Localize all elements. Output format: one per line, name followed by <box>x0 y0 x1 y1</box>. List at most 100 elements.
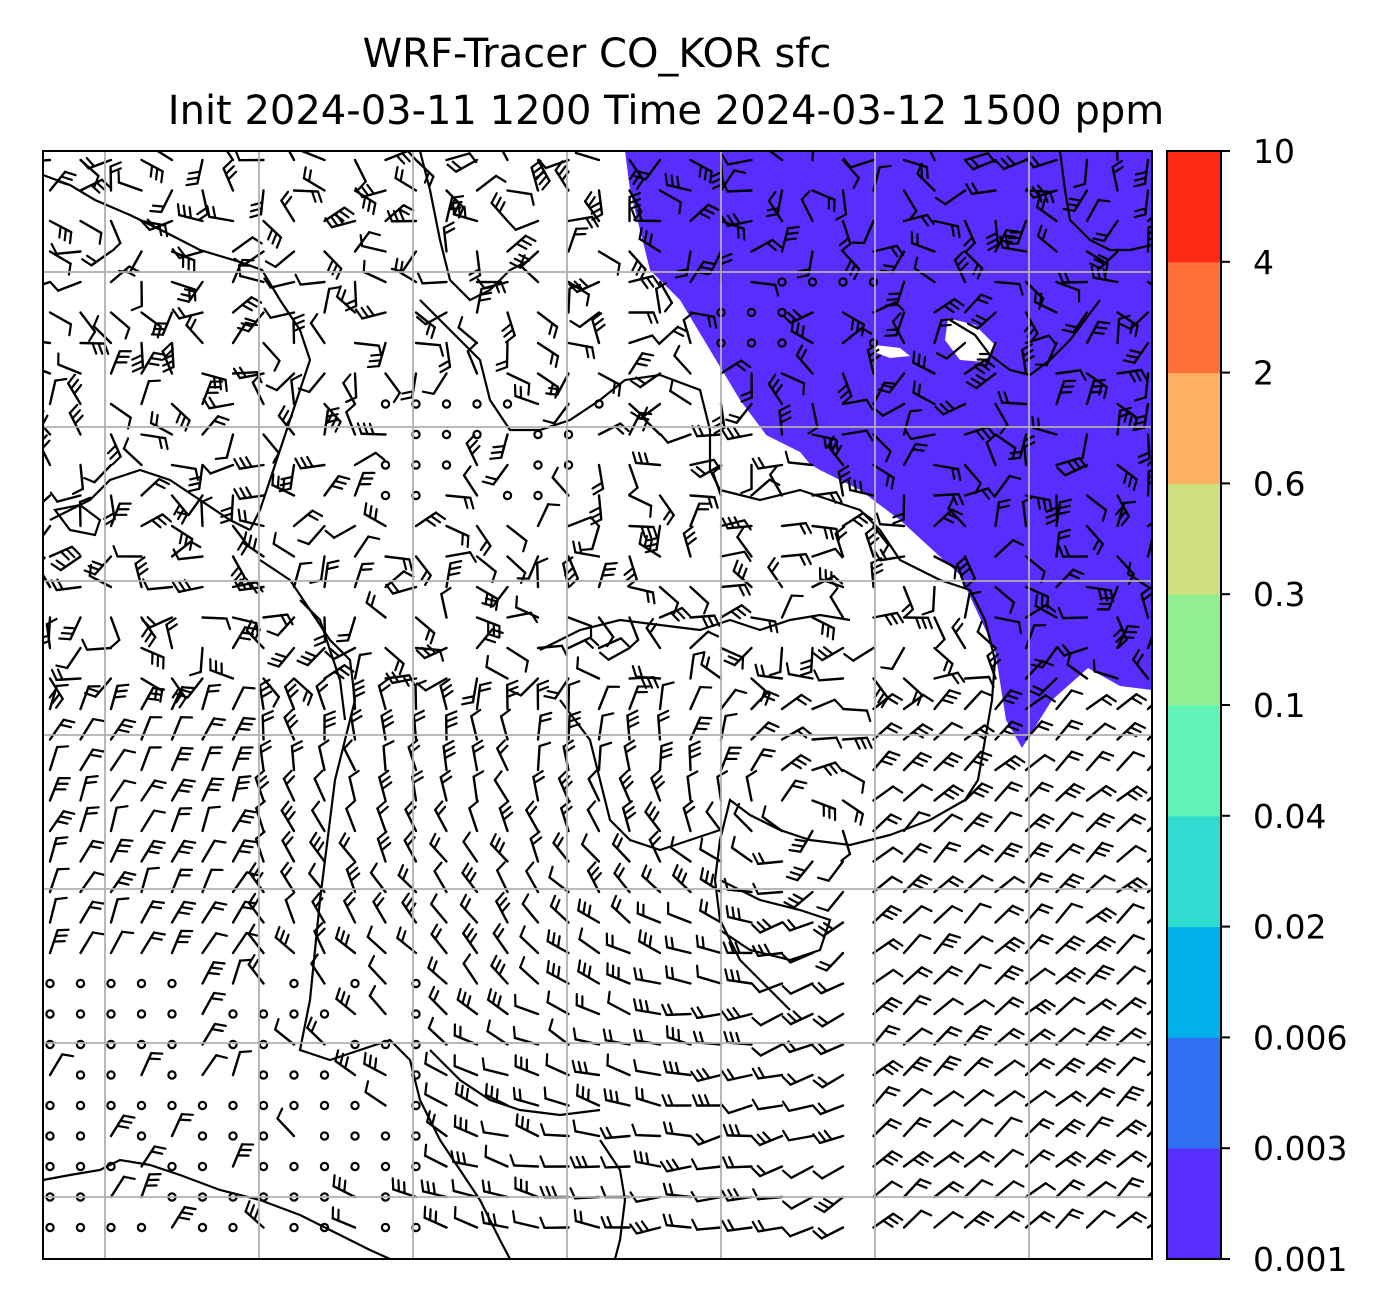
wind-barb-flag <box>227 170 238 181</box>
wind-barb-flag <box>912 689 919 702</box>
wind-barb-flag <box>669 611 680 622</box>
wind-barb-shaft <box>414 555 432 577</box>
wind-barb-flag <box>1161 292 1163 303</box>
wind-barb-shaft <box>795 354 814 375</box>
wind-barb-flag <box>699 716 713 720</box>
wind-barb-flag <box>1013 1090 1026 1099</box>
wind-barb-flag <box>391 671 400 683</box>
colorbar-tick-label: 0.3 <box>1253 575 1305 614</box>
wind-barb-shaft <box>384 646 405 665</box>
wind-barb-flag <box>490 450 504 455</box>
wind-barb-flag <box>664 172 669 187</box>
wind-barb-flag <box>368 359 382 363</box>
wind-barb-flag <box>1037 184 1047 196</box>
wind-barb-flag <box>733 169 747 174</box>
wind-barb-flag <box>248 1204 256 1217</box>
wind-barb-shaft <box>902 442 917 467</box>
wind-barb-flag <box>854 809 859 823</box>
wind-barb-flag <box>490 1085 494 1099</box>
wind-barb-flag <box>74 414 84 425</box>
wind-barb-shaft <box>1116 933 1135 955</box>
wind-barb-flag <box>468 871 477 884</box>
wind-barb-shaft <box>532 775 540 802</box>
wind-barb-flag <box>34 407 39 417</box>
wind-barb-flag <box>720 1009 730 1022</box>
wind-barb-flag <box>450 1150 455 1164</box>
wind-barb-flag <box>498 897 508 908</box>
wind-barb-shaft <box>299 280 326 286</box>
wind-barb-flag <box>1147 475 1152 479</box>
wind-barb-flag <box>877 691 886 704</box>
wind-barb-shaft <box>963 293 983 314</box>
wind-barb-flag <box>751 923 762 934</box>
wind-barb-flag <box>944 693 958 700</box>
wind-barb-flag <box>792 309 803 319</box>
wind-barb-flag <box>539 1185 546 1199</box>
wind-barb-flag <box>914 442 928 447</box>
calm-wind-circle <box>533 490 543 501</box>
wind-barb-flag <box>638 531 643 545</box>
wind-barb-flag <box>492 444 506 449</box>
wind-barb-flag <box>892 938 904 947</box>
wind-barb-flag <box>581 1085 585 1100</box>
wind-barb-flag <box>794 779 808 785</box>
wind-barb-flag <box>1157 1067 1167 1072</box>
wind-barb-flag <box>618 769 629 780</box>
wind-barb-shaft <box>307 524 326 546</box>
wind-barb-shaft <box>1144 372 1150 399</box>
wind-barb-flag <box>208 396 217 409</box>
calm-wind-circle <box>838 277 848 287</box>
wind-barb-flag <box>381 781 393 791</box>
wind-barb-flag <box>830 440 839 452</box>
wind-barb-shaft <box>780 553 808 558</box>
calm-wind-circle <box>197 1222 208 1233</box>
wind-barb-shaft <box>79 931 95 955</box>
wind-barb-flag <box>819 960 832 968</box>
wind-barb-shaft <box>780 779 797 802</box>
wind-barb-flag <box>337 1176 342 1191</box>
wind-barb-flag <box>914 999 928 1006</box>
wind-barb-shaft <box>872 244 899 253</box>
wind-barb-flag <box>701 1067 711 1080</box>
wind-barb-flag <box>1101 750 1115 757</box>
wind-barb-flag <box>816 876 830 882</box>
wind-barb-shaft <box>170 807 182 833</box>
wind-barb-flag <box>397 1179 401 1193</box>
wind-barb-shaft <box>705 810 723 833</box>
wind-barb-flag <box>1013 875 1025 884</box>
wind-barb-flag <box>1064 1126 1077 1135</box>
wind-barb-flag <box>568 283 582 290</box>
wind-barb-flag <box>1041 659 1054 667</box>
wind-barb-shaft <box>696 1012 723 1020</box>
wind-barb-flag <box>469 551 477 563</box>
wind-barb-shaft <box>578 937 601 955</box>
wind-barb-flag <box>95 181 106 192</box>
wind-barb-flag <box>466 995 472 1008</box>
wind-barb-shaft <box>535 561 540 589</box>
wind-barb-flag <box>1033 289 1038 303</box>
wind-barb-flag <box>224 165 235 176</box>
wind-barb-shaft <box>200 500 204 528</box>
wind-barb-flag <box>154 167 159 181</box>
wind-barb-flag <box>345 403 356 414</box>
wind-barb-flag <box>286 810 296 822</box>
wind-barb-shaft <box>719 550 746 558</box>
wind-barb-flag <box>515 595 519 609</box>
wind-barb-flag <box>1007 969 1020 977</box>
wind-barb-flag <box>121 930 135 935</box>
wind-barb-flag <box>338 667 350 677</box>
wind-barb-flag <box>1121 636 1135 639</box>
wind-barb-shaft <box>787 461 814 467</box>
wind-barb-flag <box>1137 451 1151 459</box>
wind-barb-shaft <box>994 280 1021 286</box>
wind-barb-flag <box>141 626 150 638</box>
wind-barb-flag <box>787 1073 798 1084</box>
wind-barb-flag <box>568 577 579 588</box>
wind-barb-flag <box>337 475 351 481</box>
wind-barb-flag <box>1097 320 1111 325</box>
wind-barb-flag <box>571 1059 577 1073</box>
wind-barb-flag <box>91 342 98 355</box>
wind-barb-flag <box>945 400 956 411</box>
colorbar-tick-label: 0.001 <box>1253 1240 1347 1279</box>
wind-barb-flag <box>512 1086 517 1101</box>
